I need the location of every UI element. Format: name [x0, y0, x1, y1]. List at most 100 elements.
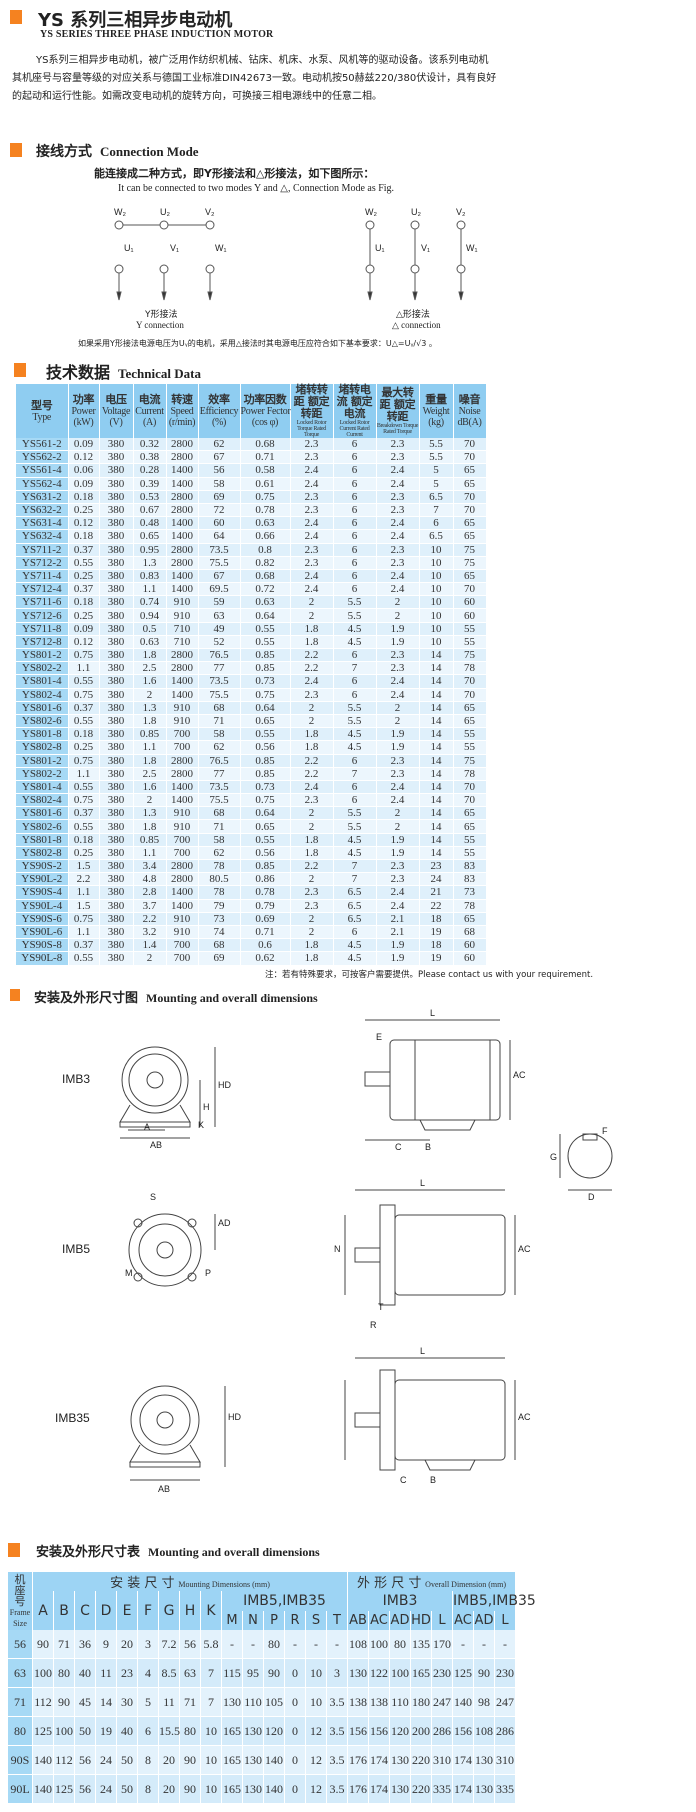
data-cell: 45 — [74, 1687, 96, 1717]
data-cell: 380 — [99, 622, 134, 636]
col-header: AC — [368, 1611, 390, 1630]
data-cell: 70 — [453, 582, 487, 597]
data-cell: 1.3 — [133, 806, 167, 821]
type-cell: YS802-8 — [16, 846, 69, 861]
data-cell: 2 — [290, 595, 334, 610]
data-cell: 2 — [290, 806, 334, 821]
type-cell: YS801-8 — [16, 727, 69, 742]
dim-C: C — [400, 1475, 407, 1485]
data-cell: 0.18 — [68, 595, 100, 610]
heading-cn: 安装及外形尺寸图 — [34, 991, 139, 1006]
data-cell: 380 — [99, 529, 134, 544]
table-row: YS90S-8 0.37 380 1.4 700 68 0.6 1.8 4.5 1.9 18 60 — [16, 938, 487, 953]
data-cell: 0.18 — [68, 490, 100, 504]
data-cell: 7 — [200, 1658, 222, 1688]
data-cell: 70 — [453, 503, 487, 518]
data-cell: 5.5 — [333, 806, 377, 821]
data-cell: 7.2 — [158, 1630, 180, 1659]
data-cell: 1400 — [166, 477, 199, 491]
imb5-label: IMB5 — [62, 1242, 91, 1256]
table-row: YS801-8 0.18 380 0.85 700 58 0.55 1.8 4.5 1.9 14 55 — [16, 727, 487, 742]
data-cell: 122 — [368, 1658, 390, 1688]
data-cell: 80 — [53, 1658, 75, 1688]
data-cell: 55 — [453, 635, 487, 650]
data-cell: 65 — [453, 569, 487, 584]
group-header: IMB5,IMB35 — [452, 1591, 536, 1611]
tech-header-cell: 效率 Efficiency (%) — [198, 384, 241, 438]
header-cn: 电流 — [138, 393, 161, 406]
data-cell: 56 — [198, 463, 241, 478]
data-cell: 4.5 — [333, 622, 377, 636]
data-cell: 910 — [166, 912, 199, 926]
data-cell: 1.8 — [290, 833, 334, 847]
data-cell: 67 — [198, 569, 241, 584]
data-cell: 176 — [347, 1745, 369, 1775]
type-cell: YS802-6 — [16, 714, 69, 729]
data-cell: 50 — [116, 1745, 138, 1775]
type-cell: YS712-4 — [16, 582, 69, 597]
data-cell: 75.5 — [198, 688, 241, 702]
tech-header-cell: 功率因数 Power Fector (cos φ) — [240, 384, 291, 438]
dim-D: D — [588, 1192, 595, 1202]
data-cell: 2.4 — [376, 899, 420, 913]
data-cell: 2.4 — [290, 477, 334, 491]
data-cell: 52 — [198, 635, 241, 650]
imb35-label: IMB35 — [55, 1411, 90, 1425]
heading-cn: 技术数据 — [46, 363, 111, 382]
header-en: Speed — [170, 406, 194, 417]
data-cell: 0.66 — [240, 529, 291, 544]
data-cell: 0.09 — [68, 477, 100, 491]
type-cell: YS90S-2 — [16, 859, 69, 874]
data-cell: 2 — [376, 608, 420, 623]
data-cell: 0.85 — [240, 754, 291, 768]
header-en: Current — [135, 406, 164, 417]
type-cell: YS711-8 — [16, 622, 69, 636]
col-header: T — [326, 1611, 348, 1630]
table-row: 56 90 71 36 9 20 3 7.2 56 5.8- -80- - -108 100 80 135 17… — [8, 1630, 516, 1659]
data-cell: 380 — [99, 463, 134, 478]
data-cell: 380 — [99, 674, 134, 689]
data-cell: 6 — [333, 780, 377, 795]
data-cell: 0.68 — [240, 438, 291, 452]
heading-en: Mounting and overall dimensions — [146, 991, 318, 1005]
data-cell: 1400 — [166, 899, 199, 913]
data-cell: 100 — [32, 1658, 54, 1688]
data-cell: 2.3 — [376, 503, 420, 518]
data-cell: 2.5 — [133, 661, 167, 676]
type-cell: YS801-2 — [16, 648, 69, 663]
type-cell: YS712-8 — [16, 635, 69, 650]
terminal-label: U₂ — [411, 207, 421, 217]
col-header: R — [284, 1611, 306, 1630]
data-cell: 11 — [158, 1687, 180, 1717]
table-row: YS711-6 0.18 380 0.74 910 59 0.63 2 5.5 2 10 60 — [16, 595, 487, 610]
data-cell: 1400 — [166, 674, 199, 689]
delta-connection-diagram — [365, 220, 466, 301]
intro-paragraph: YS系列三相异步电动机，被广泛用作纺织机械、钻床、机床、水泵、风机等的驱动设备。… — [12, 55, 497, 102]
col-header: B — [53, 1591, 75, 1630]
data-cell: 0.55 — [240, 622, 291, 636]
data-cell: 83 — [453, 872, 487, 887]
data-cell: 2.4 — [376, 885, 420, 900]
data-cell: 6 — [333, 582, 377, 597]
col-header: P — [263, 1611, 285, 1630]
data-cell: 14 — [419, 661, 454, 676]
data-cell: 247 — [494, 1687, 516, 1717]
data-cell: 380 — [99, 912, 134, 926]
header-en: Voltage — [101, 406, 131, 417]
dim-AD: AD — [218, 1218, 231, 1228]
tech-header-cell: 堵转电流 额定电流 Locked Rotor Current Rated Curr… — [333, 384, 377, 438]
data-cell: 380 — [99, 819, 134, 834]
data-cell: 2.3 — [376, 438, 420, 452]
data-cell: 14 — [419, 688, 454, 702]
data-cell: 1.9 — [376, 833, 420, 847]
data-cell: 156 — [347, 1716, 369, 1746]
data-cell: 380 — [99, 701, 134, 715]
data-cell: 6 — [333, 556, 377, 570]
terminal-label: W₂ — [114, 207, 126, 217]
data-cell: 110 — [389, 1687, 411, 1717]
data-cell: 95 — [242, 1658, 264, 1688]
data-cell: 1.8 — [290, 951, 334, 966]
col-header: AB — [347, 1611, 369, 1630]
col-header: E — [116, 1591, 138, 1630]
dim-A: A — [144, 1122, 151, 1132]
